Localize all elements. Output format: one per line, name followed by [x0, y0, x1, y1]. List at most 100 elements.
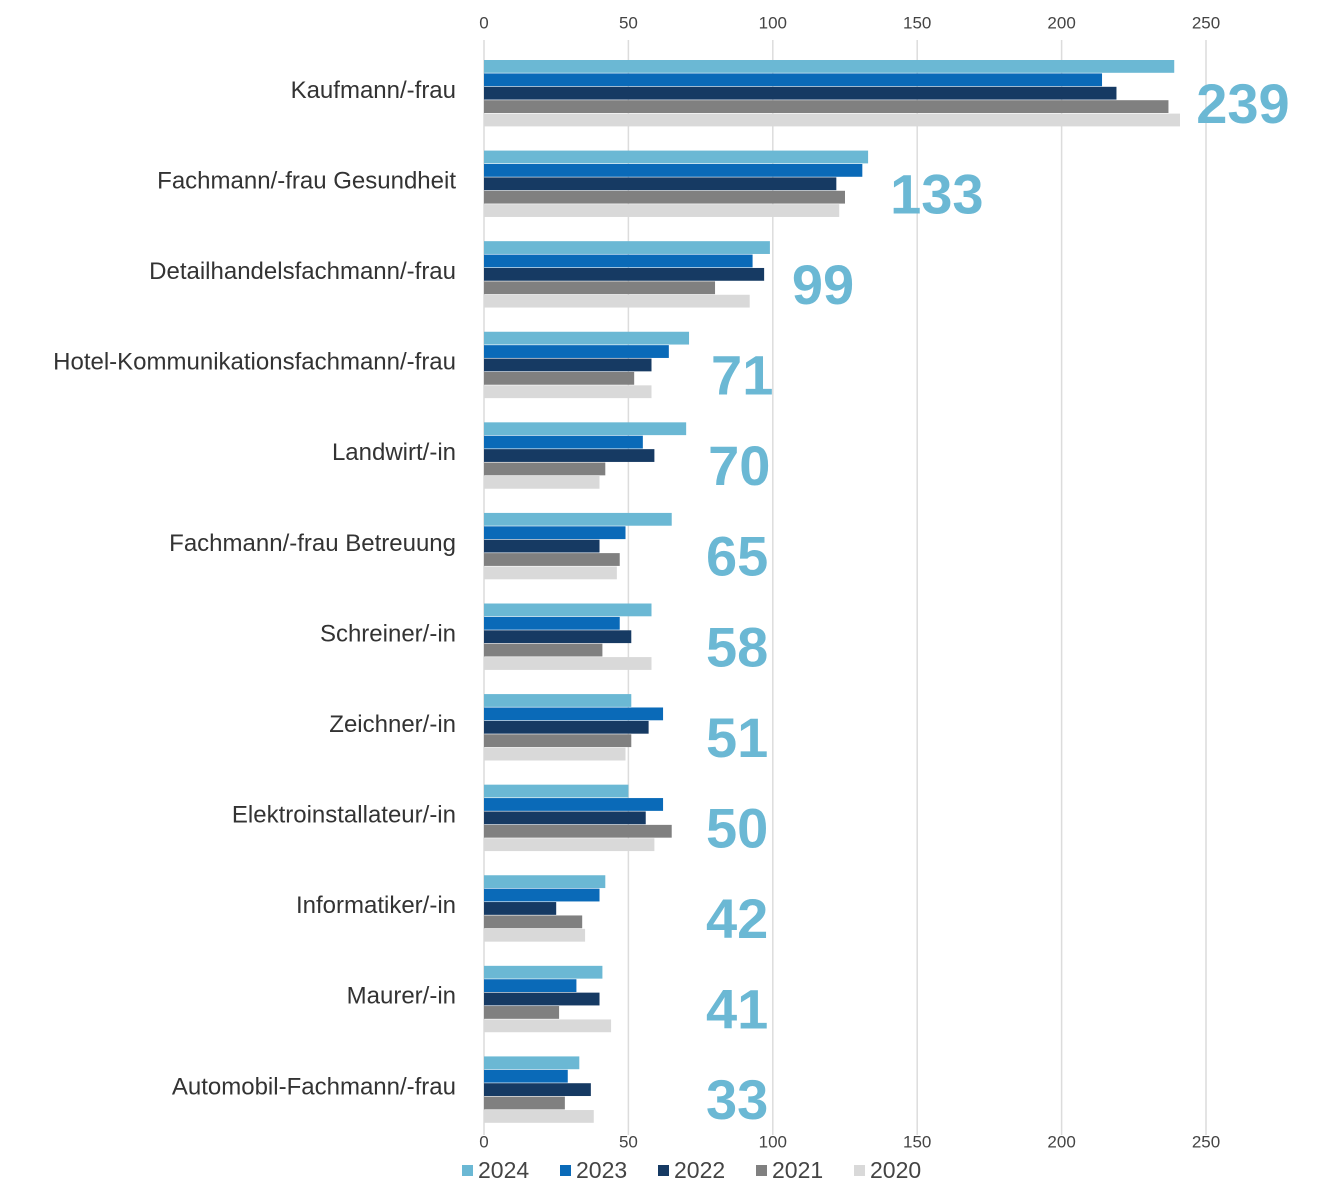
bar	[484, 113, 1181, 127]
category-label: Landwirt/-in	[332, 439, 456, 466]
bar	[484, 875, 606, 889]
bar	[484, 720, 649, 734]
bar	[484, 798, 664, 811]
bar	[484, 150, 869, 164]
bar	[484, 371, 635, 385]
bar	[484, 526, 626, 540]
bar	[484, 422, 687, 436]
x-tick-label: 200	[1047, 1132, 1075, 1151]
category-label: Fachmann/-frau Betreuung	[169, 530, 456, 557]
x-tick-label: 200	[1047, 13, 1075, 32]
value-label: 33	[706, 1068, 768, 1131]
legend-label: 2020	[870, 1157, 921, 1182]
value-label: 70	[708, 434, 770, 497]
bar	[484, 204, 840, 217]
legend-label: 2022	[674, 1157, 725, 1182]
bar	[484, 992, 600, 1006]
bar	[484, 811, 646, 825]
bar	[484, 73, 1103, 87]
bar	[484, 566, 617, 580]
x-tick-label: 250	[1192, 1132, 1220, 1151]
bar	[484, 331, 690, 345]
bar	[484, 824, 672, 838]
bar	[484, 784, 629, 798]
bar	[484, 915, 583, 929]
bar	[484, 694, 632, 707]
value-label: 51	[706, 706, 768, 769]
bar	[484, 928, 586, 942]
bar	[484, 888, 600, 902]
bar	[484, 475, 600, 489]
bar	[484, 449, 655, 462]
bar	[484, 707, 664, 721]
bar	[484, 1083, 591, 1097]
category-label: Automobil-Fachmann/-frau	[172, 1073, 456, 1100]
legend-label: 2021	[772, 1157, 823, 1182]
bar	[484, 177, 837, 191]
legend-swatch	[854, 1165, 865, 1176]
category-label: Kaufmann/-frau	[291, 77, 456, 104]
bar	[484, 385, 652, 399]
value-label: 65	[706, 525, 768, 588]
bar	[484, 190, 845, 204]
value-label: 41	[706, 978, 768, 1041]
bar	[484, 539, 600, 553]
bar	[484, 462, 606, 476]
bar	[484, 241, 770, 254]
legend-swatch	[462, 1165, 473, 1176]
x-tick-label: 150	[903, 13, 931, 32]
bar	[484, 254, 753, 268]
bar	[484, 553, 620, 566]
bar	[484, 1006, 560, 1019]
bar	[484, 294, 750, 308]
bar	[484, 838, 655, 852]
bar	[484, 902, 557, 915]
legend-swatch	[756, 1165, 767, 1176]
bar	[484, 747, 626, 761]
value-label: 58	[706, 615, 768, 678]
bar	[484, 1056, 580, 1070]
category-label: Fachmann/-frau Gesundheit	[157, 167, 456, 194]
value-label: 50	[706, 796, 768, 859]
bar	[484, 1110, 594, 1123]
value-label: 71	[711, 344, 773, 407]
bar	[484, 1019, 612, 1033]
value-label: 99	[792, 253, 854, 316]
bar	[484, 965, 603, 979]
bar	[484, 345, 669, 358]
legend-swatch	[658, 1165, 669, 1176]
category-label: Schreiner/-in	[320, 620, 456, 647]
bar	[484, 1096, 565, 1110]
bar	[484, 267, 765, 281]
bar	[484, 435, 643, 449]
legend-swatch	[560, 1165, 571, 1176]
bar	[484, 603, 652, 617]
bar	[484, 643, 603, 657]
value-label: 133	[890, 162, 983, 225]
category-label: Zeichner/-in	[329, 711, 456, 738]
category-label: Elektroinstallateur/-in	[232, 802, 456, 829]
bar	[484, 163, 863, 177]
x-tick-label: 0	[479, 1132, 488, 1151]
bar	[484, 100, 1169, 113]
category-label: Informatiker/-in	[296, 892, 456, 919]
bar	[484, 1069, 568, 1083]
bar	[484, 630, 632, 644]
x-tick-label: 100	[759, 1132, 787, 1151]
bar	[484, 657, 652, 670]
category-label: Detailhandelsfachmann/-frau	[149, 258, 456, 285]
category-label: Maurer/-in	[347, 983, 456, 1010]
value-label: 42	[706, 887, 768, 950]
x-tick-label: 150	[903, 1132, 931, 1151]
x-tick-label: 50	[619, 13, 638, 32]
bar	[484, 281, 716, 295]
value-label: 239	[1196, 72, 1289, 135]
category-label: Hotel-Kommunikationsfachmann/-frau	[53, 349, 456, 376]
x-tick-label: 250	[1192, 13, 1220, 32]
bar	[484, 358, 652, 372]
bar	[484, 60, 1175, 73]
x-tick-label: 0	[479, 13, 488, 32]
bar	[484, 512, 672, 526]
